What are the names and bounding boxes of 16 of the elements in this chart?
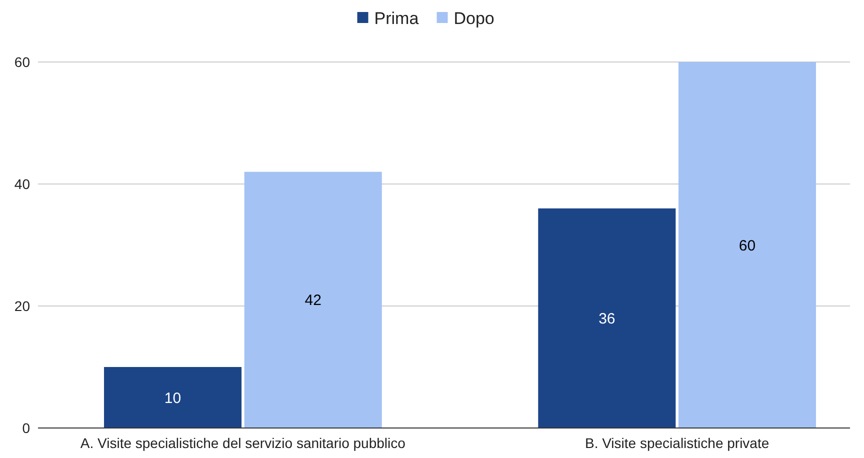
legend-label: Dopo [454,8,494,28]
y-tick-label: 0 [22,420,30,436]
bar [678,62,816,428]
data-label: 60 [738,237,756,254]
x-tick-label: A. Visite specialistiche del servizio sanitario pubblico [80,435,406,451]
bar [244,172,382,428]
bar [104,367,242,428]
legend-label: Prima [374,8,420,28]
y-tick-label: 40 [14,176,30,192]
data-label: 36 [598,310,616,328]
y-tick-label: 20 [14,298,30,314]
data-label: 10 [164,390,182,407]
x-tick-label: B. Visite specialistiche private [584,435,770,451]
bar [538,208,676,428]
data-label: 42 [304,292,322,310]
y-tick-label: 60 [14,54,30,70]
